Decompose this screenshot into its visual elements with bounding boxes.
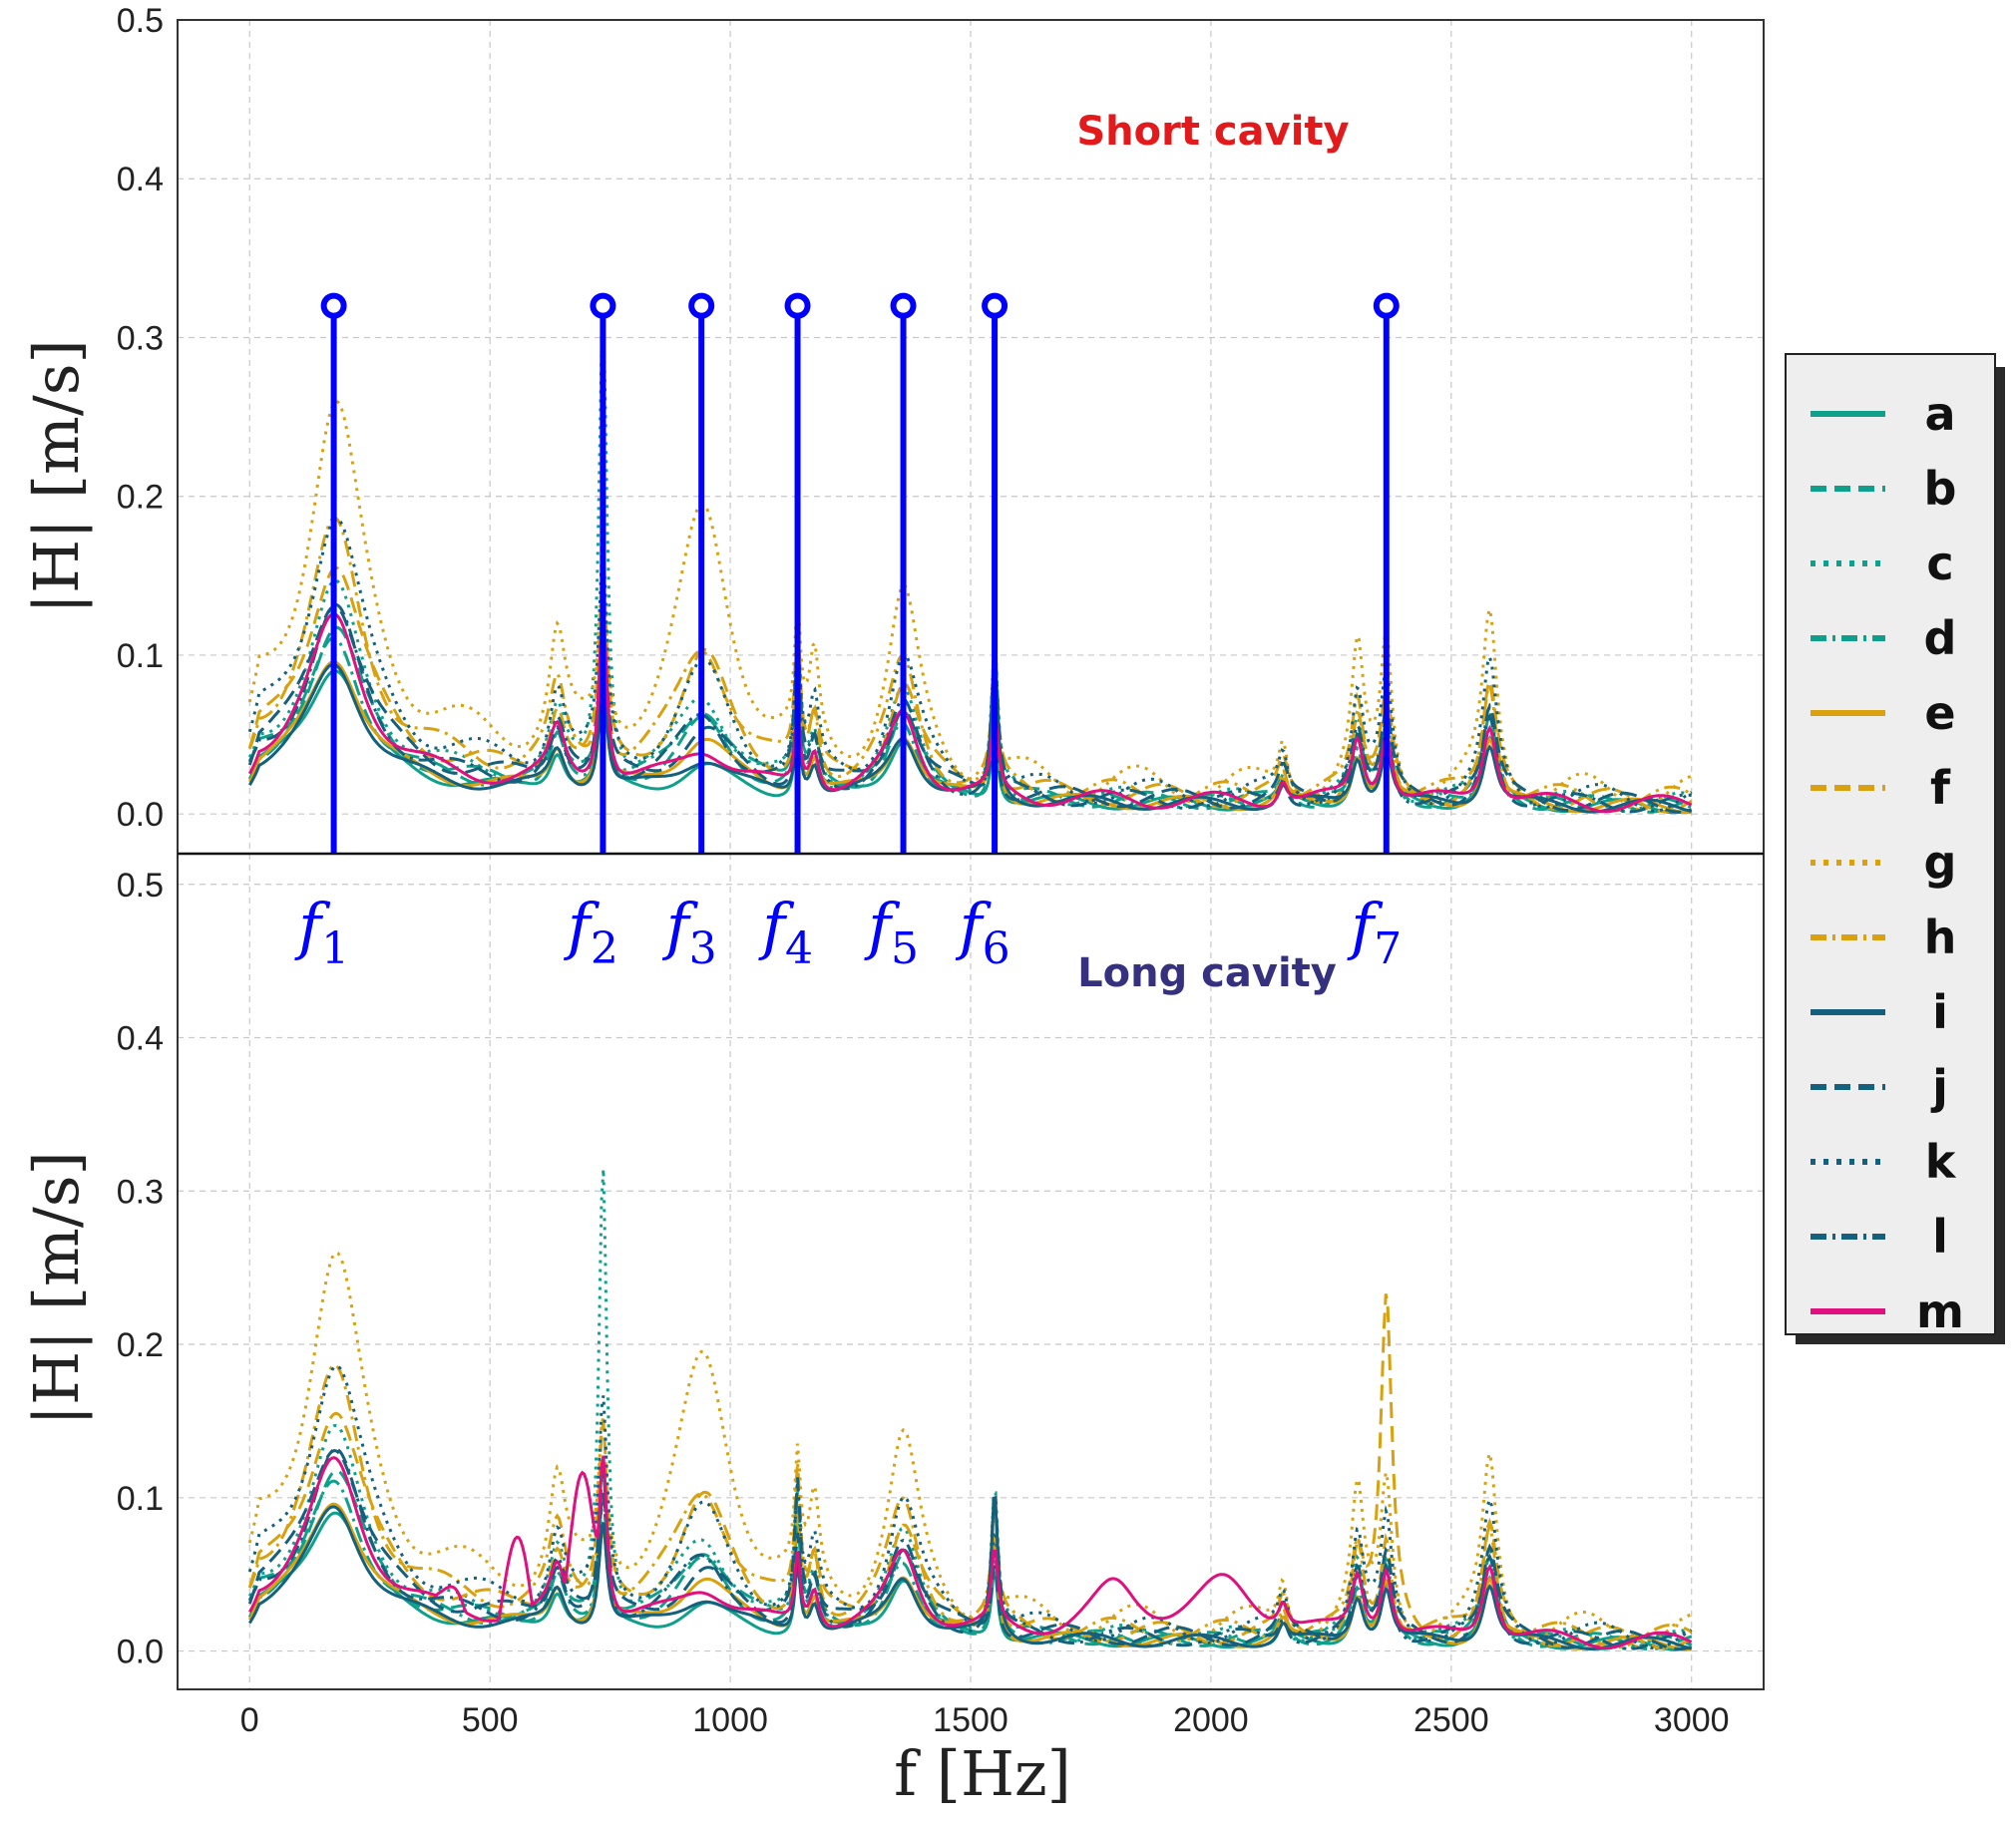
series-line-m bbox=[247, 1455, 1693, 1649]
series-line-i bbox=[248, 1501, 1693, 1651]
bottom-gridlines bbox=[178, 854, 1764, 1689]
mode-markers: f1 f2 f3 f4 f5 f6 f7 bbox=[294, 292, 1402, 974]
y-tick-label: 0.0 bbox=[117, 1634, 164, 1671]
y-tick-label: 0.5 bbox=[117, 867, 164, 905]
short-cavity-label: Short cavity bbox=[1076, 109, 1349, 155]
series-line-l bbox=[247, 602, 1692, 814]
legend-label-a: a bbox=[1924, 387, 1955, 441]
legend-label-k: k bbox=[1925, 1135, 1957, 1189]
y-tick-label: 0.5 bbox=[117, 2, 164, 40]
marker-head-f4 bbox=[784, 292, 811, 319]
marker-head-f2 bbox=[590, 292, 616, 319]
series-line-h bbox=[247, 516, 1693, 813]
y-tick-label: 0.3 bbox=[117, 1173, 164, 1211]
marker-head-f3 bbox=[688, 292, 715, 319]
marker-label-f6: f6 bbox=[956, 890, 1010, 974]
x-tick-labels: 0 500 1000 1500 2000 2500 3000 bbox=[240, 1701, 1730, 1739]
y-tick-label: 0.4 bbox=[117, 1020, 164, 1058]
legend-box bbox=[1785, 353, 1996, 1335]
legend-label-e: e bbox=[1924, 686, 1955, 740]
x-tick-label: 1000 bbox=[692, 1701, 768, 1739]
top-curves bbox=[247, 314, 1693, 815]
x-tick-label: 0 bbox=[240, 1701, 259, 1739]
y-tick-label: 0.1 bbox=[117, 637, 164, 675]
legend-label-f: f bbox=[1930, 761, 1951, 815]
legend-label-d: d bbox=[1924, 611, 1957, 665]
series-line-b bbox=[247, 625, 1693, 814]
x-axis-label: f [Hz] bbox=[894, 1737, 1071, 1810]
y-tick-label: 0.4 bbox=[117, 161, 164, 198]
marker-head-f5 bbox=[890, 292, 917, 319]
y-axis-label-bottom: |H| [m/s] bbox=[20, 1151, 93, 1425]
series-line-c bbox=[247, 1168, 1693, 1650]
legend-label-h: h bbox=[1924, 911, 1957, 964]
legend-label-i: i bbox=[1932, 985, 1948, 1039]
marker-label-f3: f3 bbox=[662, 890, 717, 974]
x-tick-label: 2000 bbox=[1173, 1701, 1249, 1739]
y-axis-label-top: |H| [m/s] bbox=[20, 339, 93, 613]
marker-head-f1 bbox=[320, 292, 347, 319]
top-panel: 0.0 0.1 0.2 0.3 0.4 0.5 Short cavity bbox=[117, 2, 1764, 854]
bottom-panel: 0.0 0.1 0.2 0.3 0.4 0.5 Long cavity bbox=[117, 854, 1764, 1689]
x-tick-label: 3000 bbox=[1654, 1701, 1730, 1739]
legend-label-c: c bbox=[1926, 537, 1953, 590]
legend-label-m: m bbox=[1916, 1284, 1964, 1338]
bottom-y-tick-labels: 0.0 0.1 0.2 0.3 0.4 0.5 bbox=[117, 867, 164, 1671]
series-line-j bbox=[247, 604, 1693, 814]
y-tick-label: 0.1 bbox=[117, 1480, 164, 1518]
marker-head-f6 bbox=[982, 292, 1008, 319]
series-line-d bbox=[248, 636, 1693, 814]
x-tick-label: 1500 bbox=[933, 1701, 1008, 1739]
x-tick-label: 2500 bbox=[1413, 1701, 1489, 1739]
legend-label-g: g bbox=[1924, 836, 1957, 890]
series-line-c bbox=[247, 314, 1693, 814]
marker-head-f7 bbox=[1373, 292, 1400, 319]
legend-label-l: l bbox=[1932, 1210, 1948, 1264]
long-cavity-label: Long cavity bbox=[1077, 950, 1337, 996]
y-tick-label: 0.2 bbox=[117, 1326, 164, 1364]
bottom-curves bbox=[247, 1168, 1693, 1651]
x-tick-label: 500 bbox=[462, 1701, 519, 1739]
top-y-tick-labels: 0.0 0.1 0.2 0.3 0.4 0.5 bbox=[117, 2, 164, 834]
y-tick-label: 0.0 bbox=[117, 796, 164, 834]
legend-label-b: b bbox=[1924, 462, 1957, 516]
legend-label-j: j bbox=[1930, 1060, 1948, 1114]
y-tick-label: 0.3 bbox=[117, 319, 164, 357]
series-line-g bbox=[247, 399, 1693, 812]
marker-label-f1: f1 bbox=[294, 890, 349, 974]
series-line-h bbox=[247, 1363, 1693, 1649]
series-line-m bbox=[247, 611, 1693, 814]
frames bbox=[177, 19, 1765, 1690]
y-tick-label: 0.2 bbox=[117, 479, 164, 517]
